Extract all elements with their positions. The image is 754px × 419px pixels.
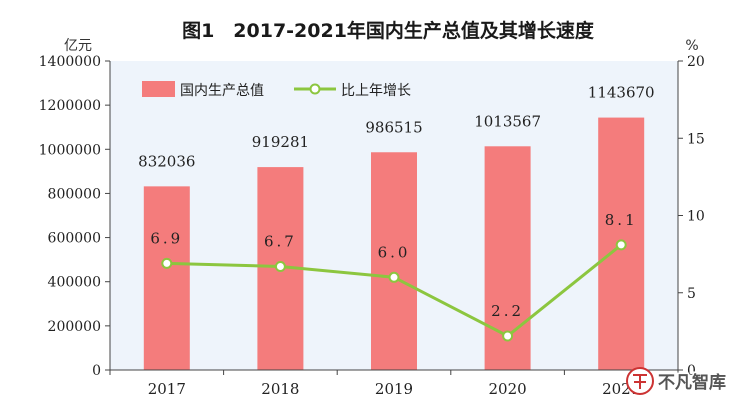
right-tick-label: 5 bbox=[687, 286, 696, 302]
watermark: 不凡智库 bbox=[626, 367, 728, 395]
gdp-bar-2017 bbox=[143, 186, 190, 370]
growth-point-2019 bbox=[388, 271, 400, 283]
legend-line-label: 比上年增长 bbox=[341, 83, 411, 99]
growth-point-2020 bbox=[502, 330, 514, 342]
left-tick-label: 1200000 bbox=[39, 98, 101, 114]
gdp-bar-label-2019: 986515 bbox=[365, 118, 422, 136]
gdp-bar-label-2018: 919281 bbox=[252, 133, 309, 151]
axes-layer: 0 200000 400000 600000 800000 1000000 1200000 1… bbox=[39, 54, 705, 398]
left-tick-label: 1000000 bbox=[39, 142, 101, 158]
growth-label-2021: 8.1 bbox=[605, 211, 638, 229]
left-tick-label: 0 bbox=[92, 363, 101, 379]
right-tick-label: 20 bbox=[687, 54, 705, 70]
gdp-bar-label-2021: 1143670 bbox=[588, 84, 655, 102]
x-tick-label-2017: 2017 bbox=[148, 380, 186, 398]
watermark-logo-mark bbox=[633, 374, 647, 389]
x-tick-label-2019: 2019 bbox=[375, 380, 413, 398]
legend-bar-swatch bbox=[142, 81, 175, 97]
gdp-bar-label-2017: 832036 bbox=[138, 152, 195, 170]
legend: 国内生产总值 比上年增长 bbox=[142, 81, 411, 99]
growth-point-2018 bbox=[274, 260, 286, 272]
left-tick-label: 400000 bbox=[48, 275, 101, 291]
right-tick-label: 10 bbox=[687, 209, 705, 225]
growth-point-2017 bbox=[161, 257, 173, 269]
growth-point-2021 bbox=[615, 239, 627, 251]
chart-title: 图1 2017-2021年国内生产总值及其增长速度 bbox=[182, 19, 595, 42]
growth-label-2017: 6.9 bbox=[150, 229, 183, 247]
growth-label-2018: 6.7 bbox=[264, 232, 297, 250]
watermark-text: 不凡智库 bbox=[658, 372, 726, 393]
left-axis-unit: 亿元 bbox=[64, 38, 92, 54]
right-tick-label: 15 bbox=[687, 131, 705, 147]
line-layer bbox=[161, 239, 627, 342]
left-tick-label: 600000 bbox=[48, 231, 101, 247]
labels-layer: 832036 919281 986515 1013567 1143670 6.9 6.7 6.… bbox=[138, 84, 654, 320]
right-tick-label: 0 bbox=[687, 363, 696, 379]
left-tick-label: 200000 bbox=[48, 319, 101, 335]
left-tick-label: 1400000 bbox=[39, 54, 101, 70]
gdp-bar-label-2020: 1013567 bbox=[474, 112, 541, 130]
left-tick-label: 800000 bbox=[48, 186, 101, 202]
legend-line-marker bbox=[309, 83, 321, 95]
gdp-bar-2019 bbox=[371, 152, 417, 370]
x-tick-label-2020: 2020 bbox=[489, 380, 527, 398]
growth-label-2019: 6.0 bbox=[378, 243, 411, 261]
right-axis-unit: % bbox=[685, 38, 698, 54]
growth-label-2020: 2.2 bbox=[491, 302, 524, 320]
x-tick-label-2018: 2018 bbox=[261, 380, 299, 398]
legend-bar-label: 国内生产总值 bbox=[180, 83, 264, 99]
